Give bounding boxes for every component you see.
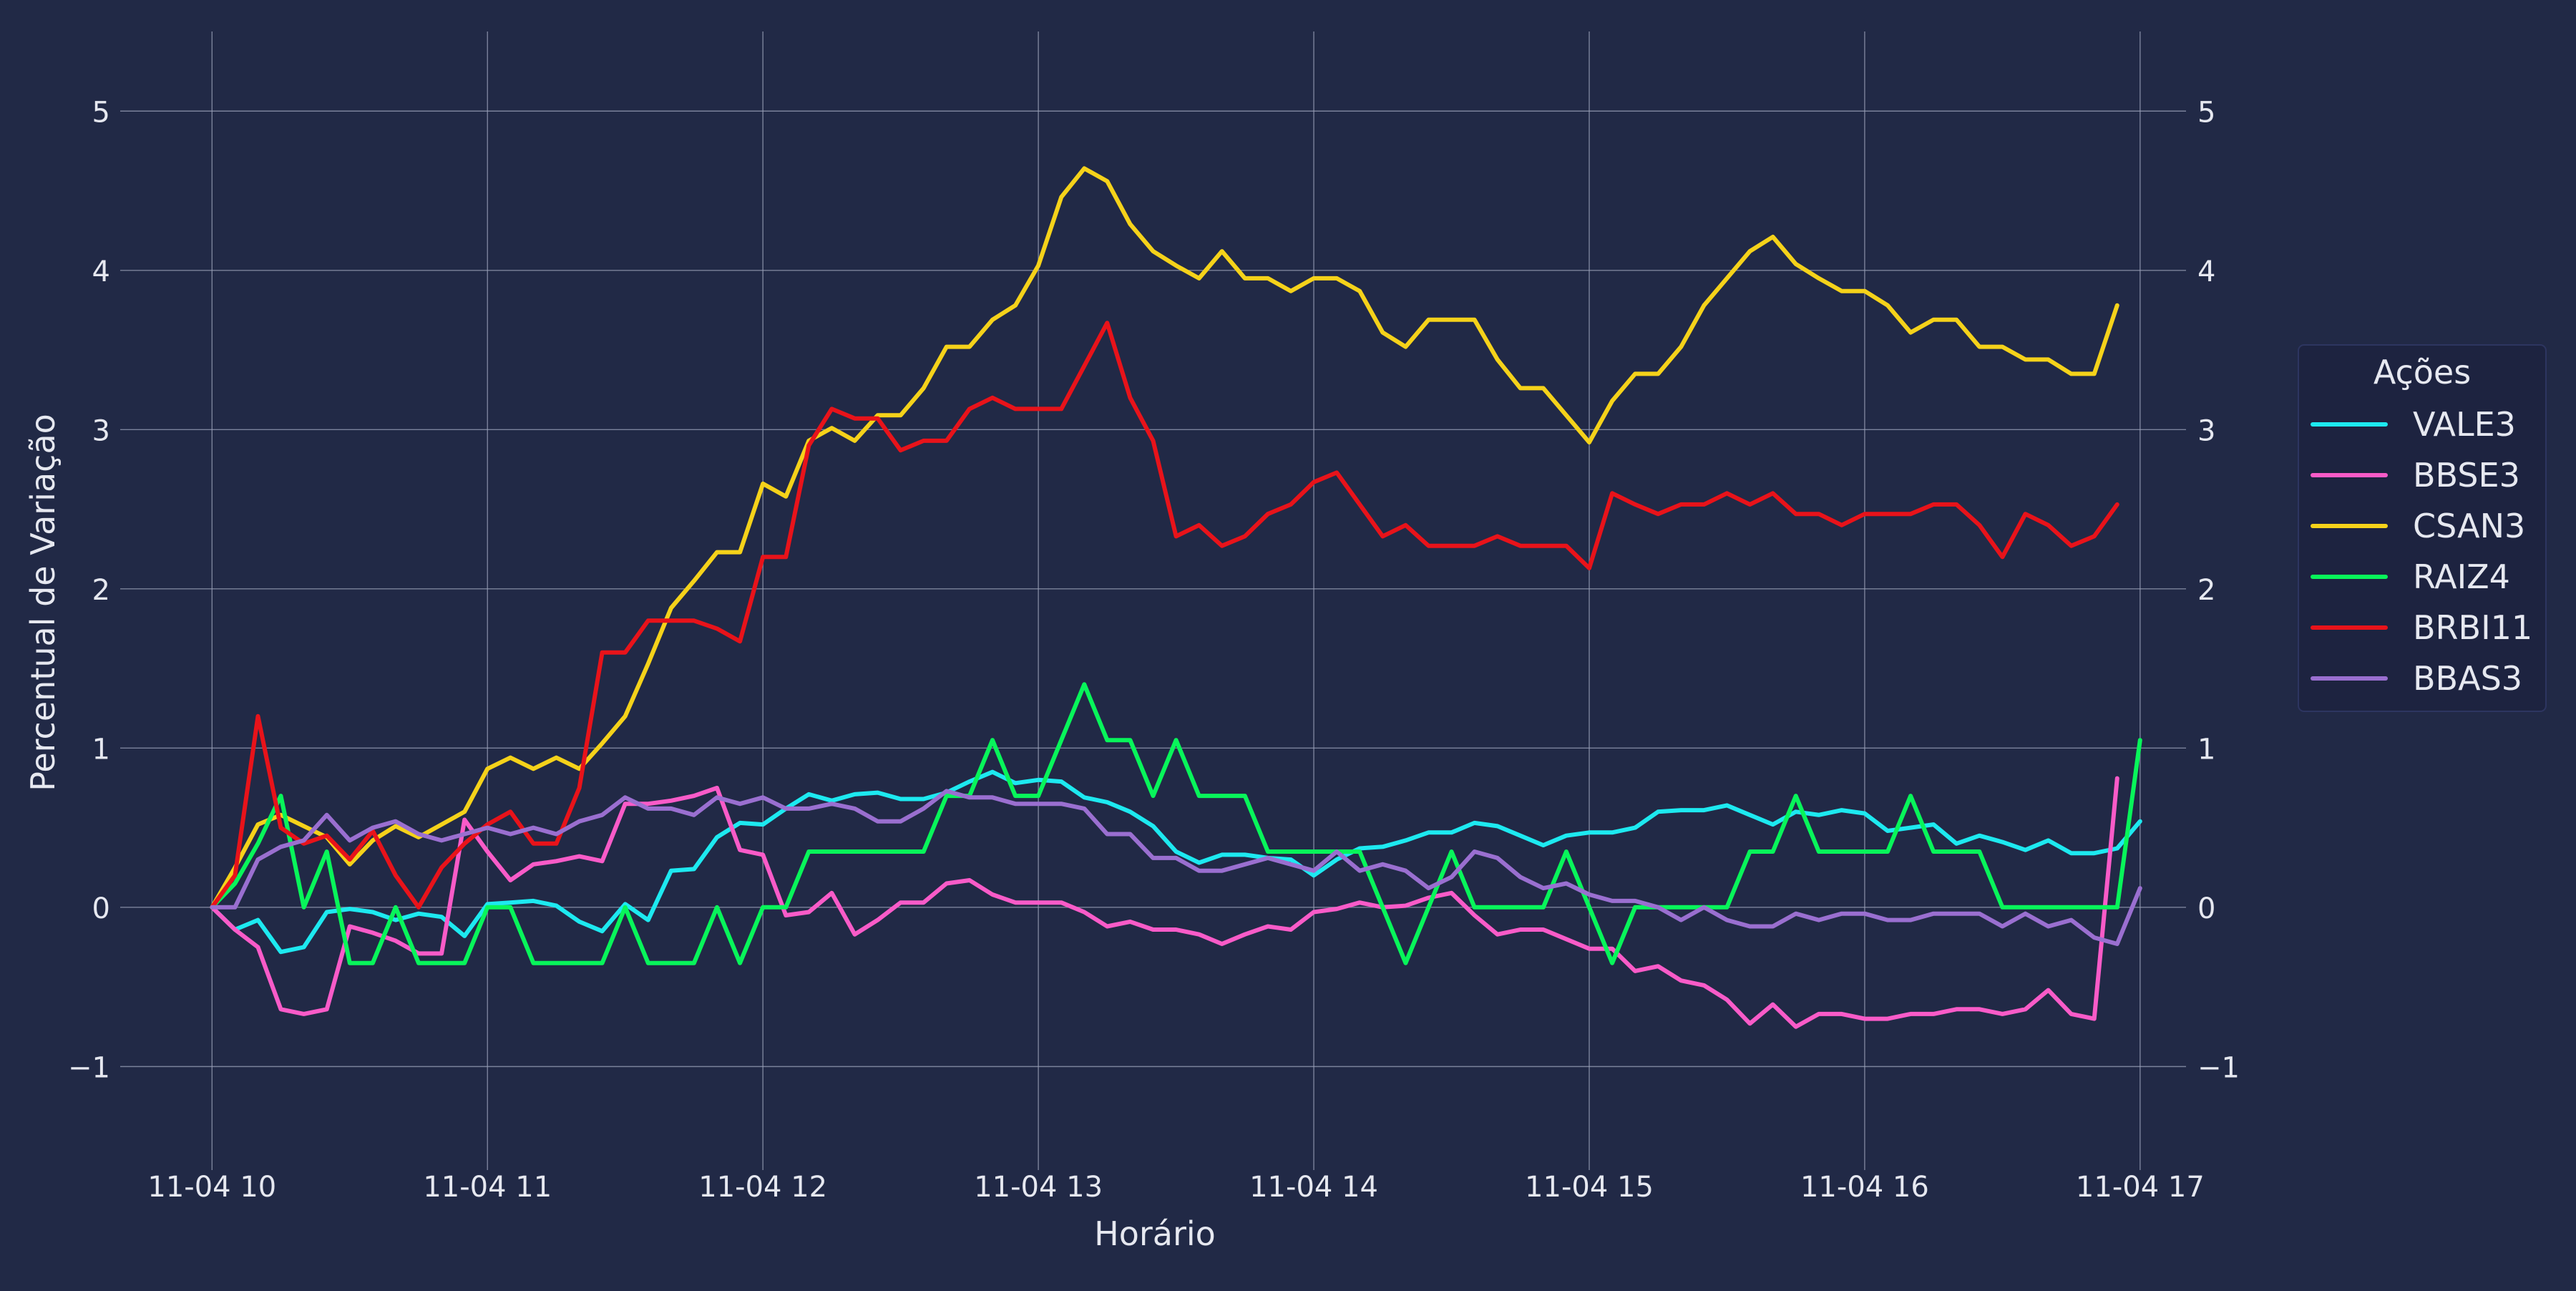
y-tick-label-right: −1 bbox=[2197, 1051, 2240, 1084]
x-tick-label: 11-04 10 bbox=[147, 1171, 276, 1204]
legend-title: Ações bbox=[2373, 353, 2471, 391]
y-tick-label: 1 bbox=[92, 733, 110, 766]
legend-box bbox=[2298, 344, 2547, 712]
x-axis: 11-04 10 11-04 11 11-04 12 11-04 13 11-04 14… bbox=[147, 1171, 2204, 1204]
series-line-csan3 bbox=[210, 166, 2119, 910]
x-tick-label: 11-04 11 bbox=[423, 1171, 552, 1204]
x-tick-label: 11-04 16 bbox=[1800, 1171, 1929, 1204]
y-tick-label-right: 1 bbox=[2197, 733, 2215, 766]
legend-label-brbi11: BRBI11 bbox=[2413, 608, 2532, 647]
y-tick-label-right: 5 bbox=[2197, 96, 2215, 129]
x-tick-label: 11-04 14 bbox=[1249, 1171, 1378, 1204]
series-line-vale3 bbox=[210, 769, 2142, 955]
y-tick-label: 4 bbox=[92, 255, 110, 288]
legend-label-raiz4: RAIZ4 bbox=[2413, 557, 2510, 596]
series-line-bbse3 bbox=[210, 776, 2119, 1029]
legend-label-csan3: CSAN3 bbox=[2413, 507, 2525, 545]
series-line-raiz4 bbox=[210, 682, 2142, 965]
y-tick-label: 3 bbox=[92, 414, 110, 447]
legend-items: VALE3 BBSE3 CSAN3 RAIZ4 BRBI11 BBAS3 bbox=[2311, 405, 2532, 698]
series-line-bbas3 bbox=[210, 789, 2142, 946]
legend: Ações VALE3 BBSE3 CSAN3 RAIZ4 BRBI11 BBAS3 bbox=[2298, 344, 2547, 712]
x-axis-label: Horário bbox=[1094, 1214, 1216, 1253]
y-axis-label: Percentual de Variação bbox=[24, 414, 62, 791]
legend-label-vale3: VALE3 bbox=[2413, 405, 2516, 444]
x-tick-label: 11-04 12 bbox=[698, 1171, 827, 1204]
y-tick-label: 2 bbox=[92, 574, 110, 607]
series-lines bbox=[210, 166, 2142, 1029]
y-tick-label: 5 bbox=[92, 96, 110, 129]
legend-label-bbas3: BBAS3 bbox=[2413, 659, 2522, 698]
x-tick-label: 11-04 17 bbox=[2076, 1171, 2205, 1204]
y-tick-label-right: 0 bbox=[2197, 892, 2215, 925]
y-tick-label: −1 bbox=[68, 1051, 110, 1084]
x-tick-label: 11-04 15 bbox=[1525, 1171, 1654, 1204]
y-tick-label-right: 3 bbox=[2197, 414, 2215, 447]
y-tick-label-right: 2 bbox=[2197, 574, 2215, 607]
y-axis-left: −1 0 1 2 3 4 5 bbox=[68, 96, 110, 1084]
y-tick-label: 0 bbox=[92, 892, 110, 925]
grid bbox=[120, 31, 2186, 1170]
x-tick-label: 11-04 13 bbox=[974, 1171, 1103, 1204]
legend-label-bbse3: BBSE3 bbox=[2413, 456, 2520, 495]
y-tick-label-right: 4 bbox=[2197, 255, 2215, 288]
series-line-brbi11 bbox=[210, 321, 2119, 910]
y-axis-right: −1 0 1 2 3 4 5 bbox=[2197, 96, 2240, 1084]
